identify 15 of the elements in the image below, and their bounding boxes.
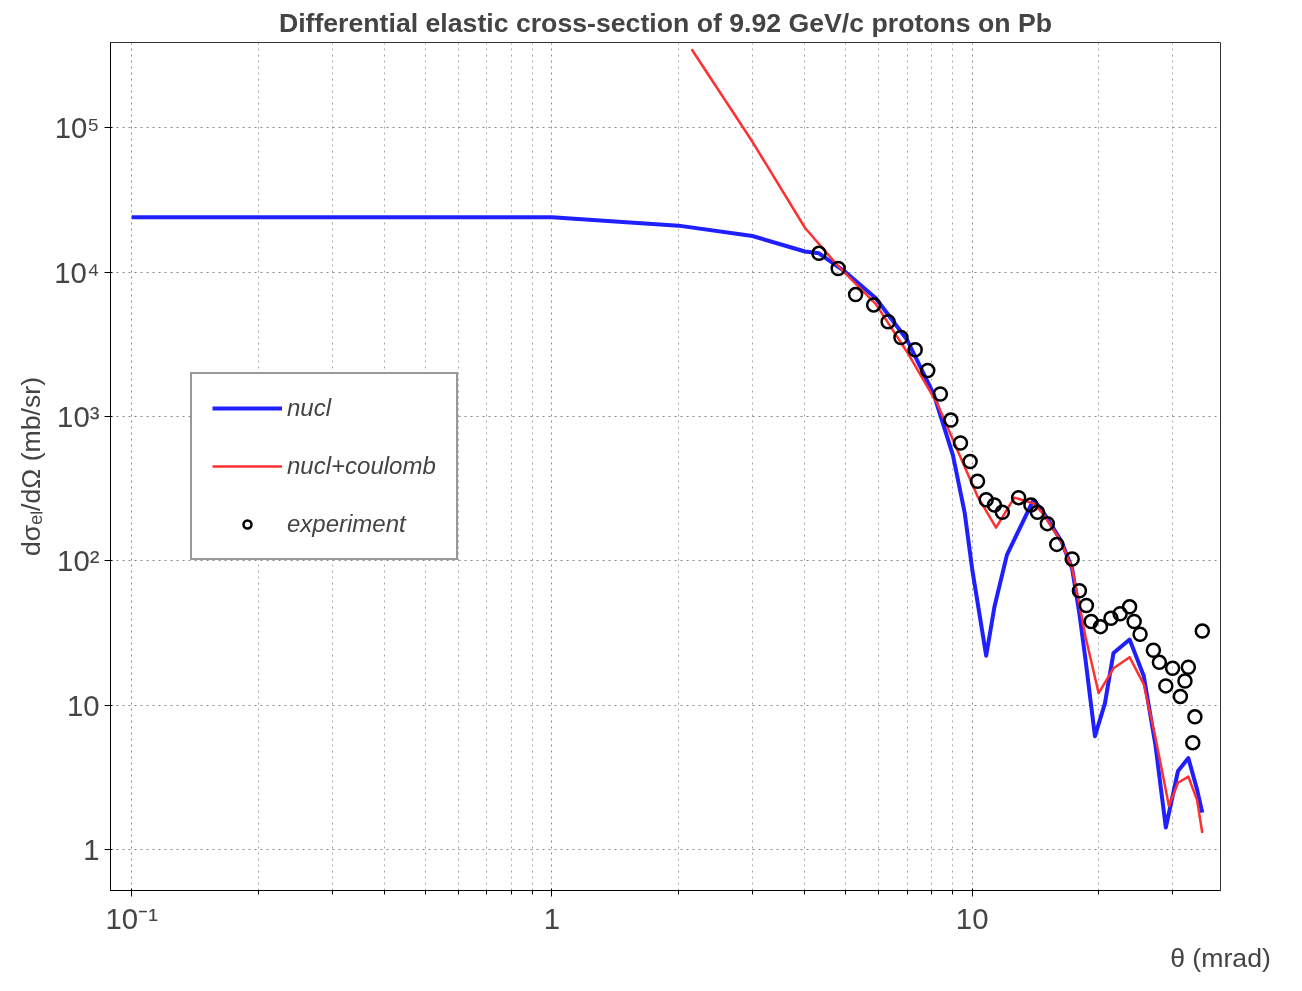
- y-tick-label: 10: [66, 688, 100, 722]
- x-tick-label: 10⁻¹: [105, 901, 159, 935]
- x-tick-label: 10: [955, 901, 989, 935]
- y-tick-label: 1: [83, 833, 100, 867]
- legend-label: experiment: [287, 510, 406, 538]
- chart-title: Differential elastic cross-section of 9.92 GeV/c protons on Pb: [278, 7, 1053, 38]
- y-tick-label: 10³: [57, 399, 100, 433]
- y-tick-label: 10²: [57, 544, 100, 578]
- x-axis-title: θ (mrad): [1170, 942, 1271, 973]
- x-tick-label: 1: [543, 901, 561, 935]
- legend-label: nucl+coulomb: [287, 452, 436, 480]
- legend-label: nucl: [287, 394, 332, 422]
- y-axis-title: dσₑₗ/dΩ (mb/sr): [16, 376, 47, 557]
- y-tick-label: 10⁴: [54, 255, 100, 289]
- y-tick-label: 10⁵: [54, 111, 100, 145]
